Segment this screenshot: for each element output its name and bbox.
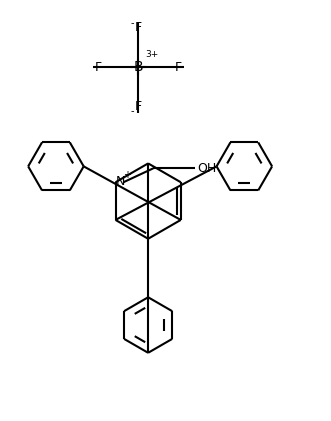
Text: +: + (123, 171, 131, 180)
Text: F: F (95, 61, 102, 74)
Text: -: - (130, 106, 134, 116)
Text: -: - (179, 62, 183, 72)
Text: -: - (103, 62, 106, 72)
Text: F: F (135, 100, 142, 113)
Text: F: F (174, 61, 181, 74)
Text: 3+: 3+ (145, 50, 159, 59)
Text: -: - (130, 19, 134, 29)
Text: OH: OH (197, 162, 216, 175)
Text: N: N (116, 175, 125, 188)
Text: F: F (135, 21, 142, 34)
Text: B: B (133, 60, 143, 74)
